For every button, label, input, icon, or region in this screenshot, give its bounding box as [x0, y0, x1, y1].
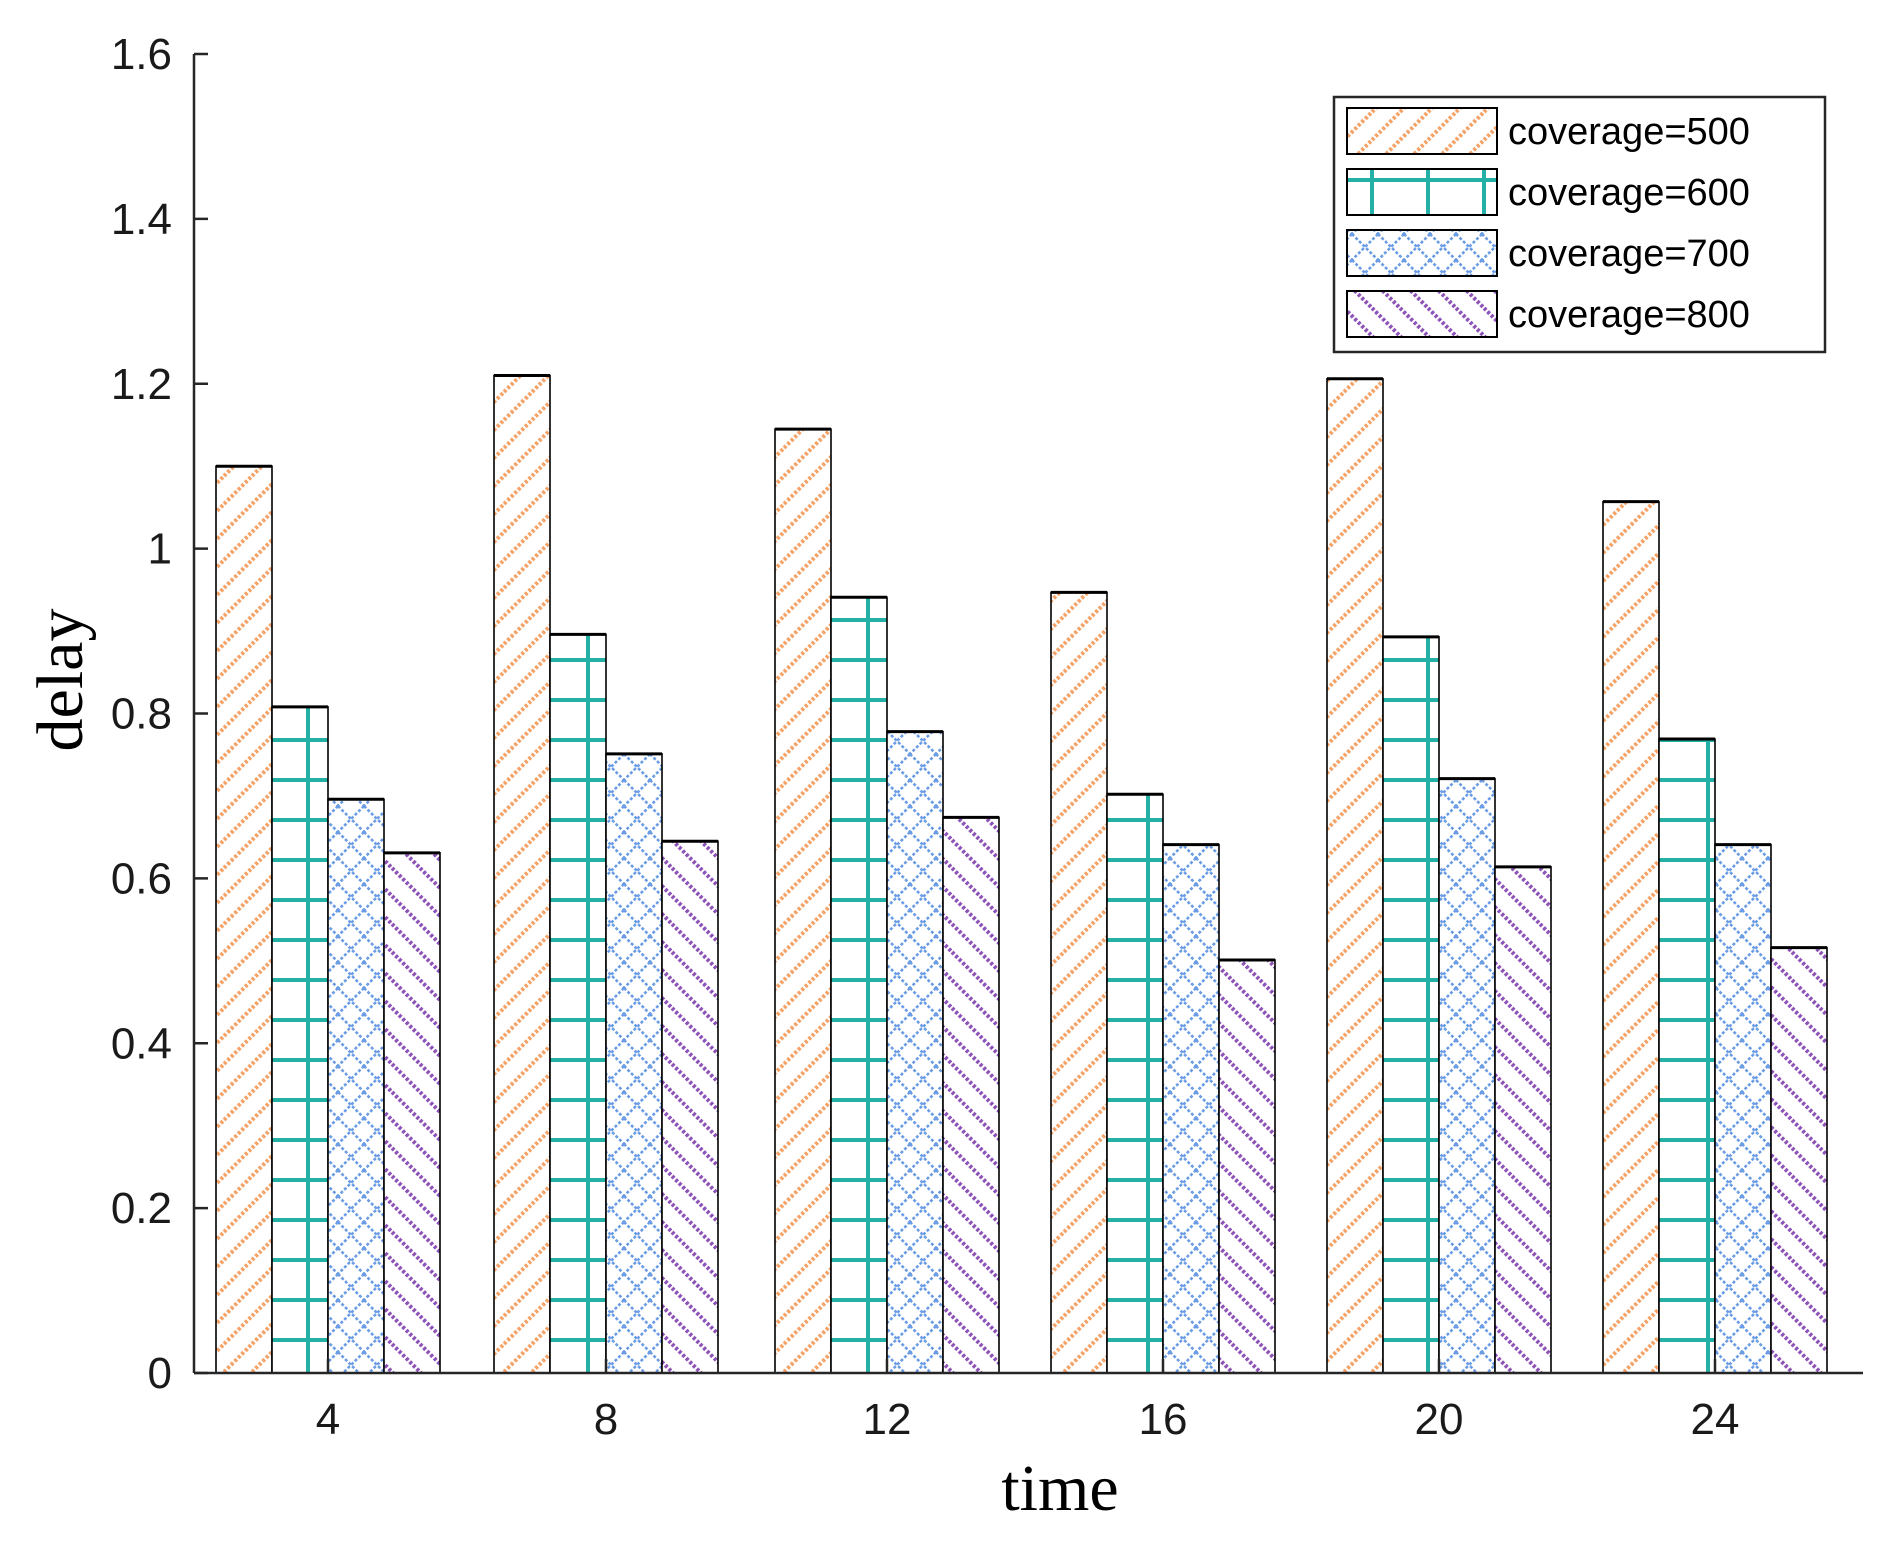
bar-coverage-700-t24	[1714, 843, 1772, 1374]
y-tick-label: 0.6	[111, 854, 172, 903]
x-ticks: 4 8 12 16 20 24	[316, 1359, 1740, 1444]
x-tick-label: 20	[1415, 1395, 1464, 1444]
x-axis-title: time	[1001, 1452, 1118, 1525]
bar-coverage-800-t24	[1770, 946, 1828, 1374]
bar-coverage-500-t12	[774, 428, 832, 1374]
bar-coverage-500-t8	[493, 374, 551, 1374]
bar-coverage-800-t12	[942, 816, 1000, 1374]
bar-coverage-500-t24	[1602, 500, 1660, 1374]
bar-coverage-800-t8	[661, 840, 719, 1374]
bar-coverage-600-t8	[549, 633, 607, 1374]
y-tick-label: 1.2	[111, 360, 172, 409]
x-tick-label: 4	[316, 1395, 340, 1444]
bar-coverage-700-t20	[1438, 777, 1496, 1374]
y-tick-label: 1.6	[111, 30, 172, 79]
bar-coverage-700-t8	[605, 753, 663, 1374]
bar-coverage-600-t24	[1658, 738, 1716, 1374]
bar-coverage-600-t20	[1382, 636, 1440, 1374]
x-tick-label: 24	[1691, 1395, 1740, 1444]
legend-swatch	[1346, 168, 1498, 216]
bars-layer	[215, 374, 1828, 1374]
legend: coverage=500 coverage=600 coverage=700 cove…	[1332, 95, 1827, 354]
legend-label: coverage=500	[1508, 111, 1750, 153]
y-tick-label: 0.8	[111, 690, 172, 739]
x-tick-label: 8	[594, 1395, 618, 1444]
axes: 0 0.2 0.4 0.6 0.8 1 1.2 1.4 1.6 4 8 12 16 20 24	[111, 30, 1863, 1444]
legend-swatch	[1346, 107, 1498, 155]
bar-coverage-800-t16	[1218, 959, 1276, 1374]
x-tick-label: 16	[1139, 1395, 1188, 1444]
bar-coverage-500-t16	[1050, 591, 1108, 1374]
bar-coverage-500-t20	[1326, 378, 1384, 1374]
bar-coverage-700-t16	[1162, 843, 1220, 1374]
legend-label: coverage=700	[1508, 233, 1750, 275]
y-tick-label: 0	[148, 1349, 172, 1398]
bar-coverage-700-t12	[886, 730, 944, 1374]
legend-label: coverage=800	[1508, 294, 1750, 336]
y-tick-label: 1	[148, 525, 172, 574]
y-tick-label: 1.4	[111, 195, 172, 244]
bar-coverage-800-t20	[1494, 866, 1552, 1374]
legend-label: coverage=600	[1508, 172, 1750, 214]
legend-swatch	[1346, 229, 1498, 277]
bar-coverage-600-t16	[1106, 793, 1164, 1374]
y-tick-label: 0.2	[111, 1184, 172, 1233]
legend-swatch	[1346, 290, 1498, 338]
y-tick-label: 0.4	[111, 1019, 172, 1068]
bar-coverage-500-t4	[215, 465, 273, 1374]
y-ticks: 0 0.2 0.4 0.6 0.8 1 1.2 1.4 1.6	[111, 30, 208, 1398]
x-tick-label: 12	[863, 1395, 912, 1444]
bar-coverage-800-t4	[383, 852, 441, 1374]
bar-coverage-700-t4	[327, 798, 385, 1374]
y-axis-title: delay	[24, 609, 97, 752]
bar-coverage-600-t12	[830, 596, 888, 1374]
bar-coverage-600-t4	[271, 706, 329, 1374]
